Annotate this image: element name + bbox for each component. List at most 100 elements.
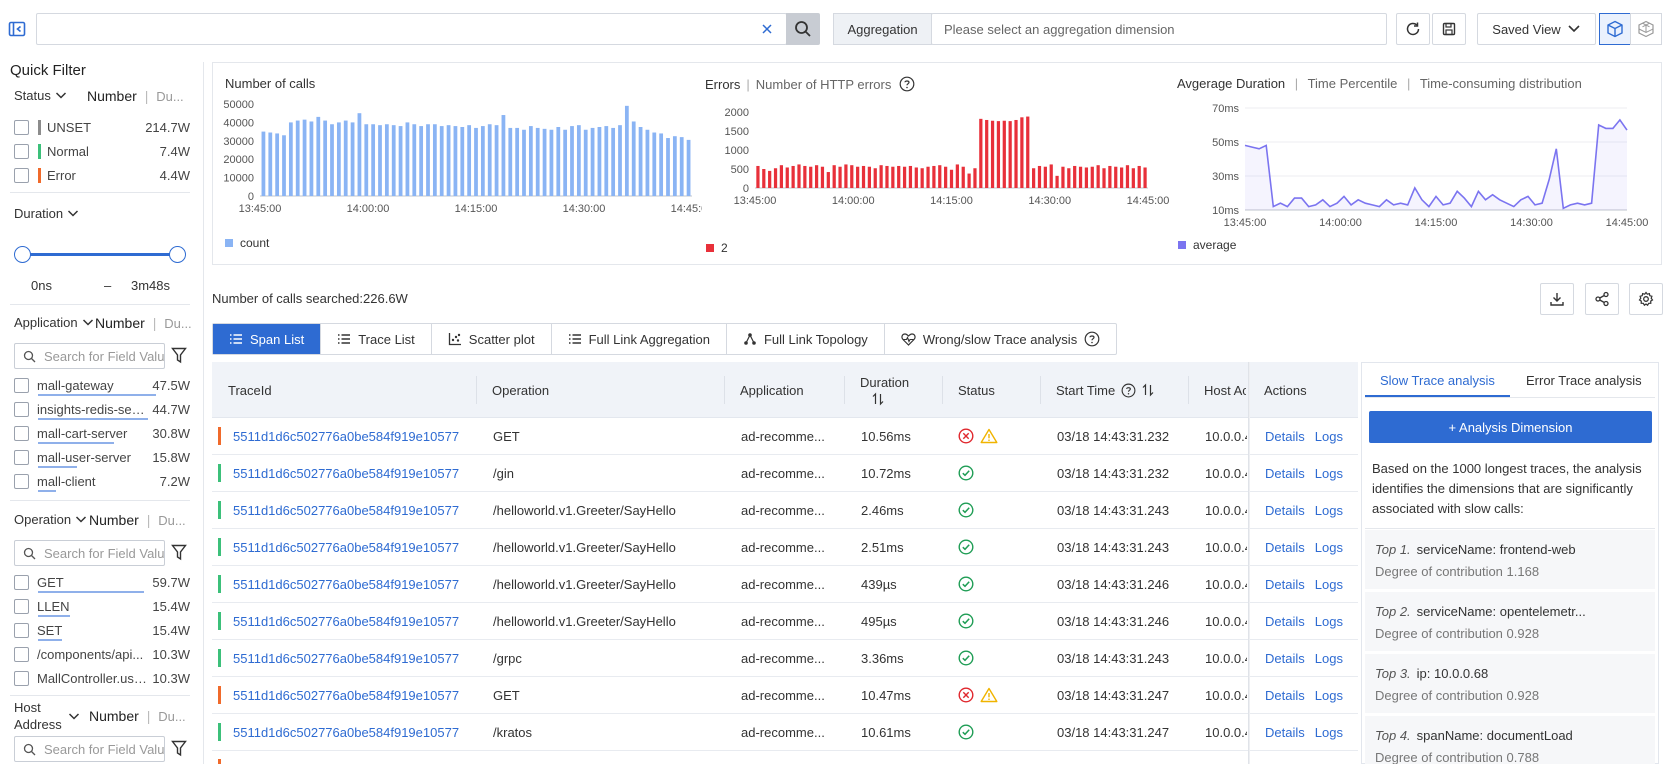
logs-link[interactable]: Logs [1314,502,1343,518]
details-link[interactable]: Details [1265,539,1305,555]
application-filter-header[interactable]: Application [14,315,94,330]
logs-link[interactable]: Logs [1314,650,1343,666]
checkbox[interactable] [14,143,29,159]
application-item[interactable]: mall-gateway 47.5W [14,375,190,395]
host-sort-options[interactable]: Number | Du... [89,708,186,724]
operation-filter-header[interactable]: Operation [14,512,87,527]
status-sort-options[interactable]: Number | Du... [87,88,184,104]
table-row[interactable]: 5511d1d6c502776a0be584f919e10577/hellowo… [212,566,1358,603]
avg-legend[interactable]: average [1178,238,1236,252]
analysis-item[interactable]: Top 4. spanName: documentLoad Degree of c… [1365,715,1655,764]
table-row[interactable]: 5511d1d6c502776a0be584f919e10577/gin ad-r… [212,455,1358,492]
analysis-item[interactable]: Top 3. ip: 10.0.0.68 Degree of contributi… [1365,653,1655,713]
logs-link[interactable]: Logs [1314,465,1343,481]
col-duration[interactable]: Duration [860,362,909,418]
slider-handle-max[interactable] [169,246,186,263]
checkbox[interactable] [14,167,29,183]
col-status[interactable]: Status [958,382,995,398]
logs-link[interactable]: Logs [1314,613,1343,629]
errors-title[interactable]: Errors [705,76,741,92]
details-link[interactable]: Details [1265,613,1305,629]
details-link[interactable]: Details [1265,650,1305,666]
logs-link[interactable]: Logs [1314,539,1343,555]
operation-item[interactable]: GET 59.7W [14,572,190,592]
checkbox[interactable] [14,574,29,590]
trace-id-link[interactable]: 5511d1d6c502776a0be584f919e10577 [233,428,460,444]
duration-filter-header[interactable]: Duration [14,206,79,221]
details-link[interactable]: Details [1265,465,1305,481]
tab-slow-trace-analysis[interactable]: Slow Trace analysis [1380,373,1495,388]
sort-number[interactable]: Number [95,315,145,331]
sort-number[interactable]: Number [89,708,139,724]
operation-item[interactable]: LLEN 15.4W [14,596,190,616]
application-item[interactable]: mall-user-server 15.8W [14,447,190,467]
checkbox[interactable] [14,449,29,465]
details-link[interactable]: Details [1265,724,1305,740]
trace-id-link[interactable]: 5511d1d6c502776a0be584f919e10577 [233,539,460,555]
download-button[interactable] [1540,283,1574,315]
search-input[interactable] [36,13,787,45]
details-link[interactable]: Details [1265,502,1305,518]
sort-duration[interactable]: Du... [156,89,184,104]
col-start-time[interactable]: Start Time [1056,362,1154,418]
avg-tab-distribution[interactable]: Time-consuming distribution [1419,76,1582,91]
save-button[interactable] [1432,13,1466,45]
tab-trace-list[interactable]: Trace List [321,324,432,354]
col-application[interactable]: Application [740,382,804,398]
col-operation[interactable]: Operation [492,382,550,398]
filter-icon[interactable] [171,544,187,561]
checkbox[interactable] [14,646,29,662]
table-row[interactable]: 5511d1d6c502776a0be584f919e10577/grpc ad-… [212,640,1358,677]
checkbox[interactable] [14,401,29,417]
sort-duration[interactable]: Du... [158,513,186,528]
logs-link[interactable]: Logs [1314,428,1343,444]
application-item[interactable]: insights-redis-server 44.7W [14,399,190,419]
view-toggle-grid-button[interactable] [1630,13,1662,45]
table-row[interactable]: 5511d1d6c502776a0be584f919e10577/hellowo… [212,492,1358,529]
host-filter-header[interactable]: Host Address [14,699,62,733]
filter-icon[interactable] [171,347,187,364]
sort-icon[interactable] [872,392,884,406]
tab-full-link-aggregation[interactable]: Full Link Aggregation [552,324,727,354]
checkbox[interactable] [14,598,29,614]
checkbox[interactable] [14,622,29,638]
help-icon[interactable] [1121,383,1136,398]
calls-legend[interactable]: count [225,236,269,250]
errors-subtitle[interactable]: Number of HTTP errors [755,76,892,92]
view-toggle-3d-button[interactable] [1599,13,1631,45]
help-icon[interactable] [899,76,915,92]
operation-item[interactable]: MallController.use... 10.3W [14,668,190,688]
table-row[interactable]: 5511d1d6c502776a0be584f919e10577/hellowo… [212,529,1358,566]
share-button[interactable] [1585,283,1619,315]
settings-button[interactable] [1629,283,1663,315]
tab-wrong-slow-trace[interactable]: Wrong/slow Trace analysis [885,324,1116,354]
search-button[interactable] [786,13,820,45]
trace-id-link[interactable]: 5511d1d6c502776a0be584f919e10577 [233,613,460,629]
sort-duration[interactable]: Du... [164,316,192,331]
duration-slider[interactable] [14,246,186,264]
logs-link[interactable]: Logs [1314,576,1343,592]
status-item[interactable]: Error 4.4W [14,165,190,185]
trace-id-link[interactable]: 5511d1d6c502776a0be584f919e10577 [233,465,460,481]
help-icon[interactable] [1084,331,1100,347]
trace-id-link[interactable]: 5511d1d6c502776a0be584f919e10577 [233,724,460,740]
sort-number[interactable]: Number [89,512,139,528]
aggregation-select[interactable]: Please select an aggregation dimension [931,13,1387,45]
trace-id-link[interactable]: 5511d1d6c502776a0be584f919e10577 [233,650,460,666]
analysis-item[interactable]: Top 1. serviceName: frontend-web Degree o… [1365,529,1655,589]
tab-error-trace-analysis[interactable]: Error Trace analysis [1526,373,1642,388]
trace-id-link[interactable]: 5511d1d6c502776a0be584f919e10577 [233,576,460,592]
analysis-item[interactable]: Top 2. serviceName: opentelemetr... Degre… [1365,591,1655,651]
details-link[interactable]: Details [1265,576,1305,592]
sort-duration[interactable]: Du... [158,709,186,724]
details-link[interactable]: Details [1265,428,1305,444]
tab-scatter-plot[interactable]: Scatter plot [432,324,552,354]
clear-icon[interactable] [761,23,773,35]
status-item[interactable]: Normal 7.4W [14,141,190,161]
checkbox[interactable] [14,119,29,135]
add-analysis-dimension-button[interactable]: + Analysis Dimension [1369,411,1652,443]
avg-tab-percentile[interactable]: Time Percentile [1307,76,1398,91]
collapse-sidebar-icon[interactable] [8,20,26,38]
checkbox[interactable] [14,670,29,686]
col-traceid[interactable]: TraceId [228,382,272,398]
